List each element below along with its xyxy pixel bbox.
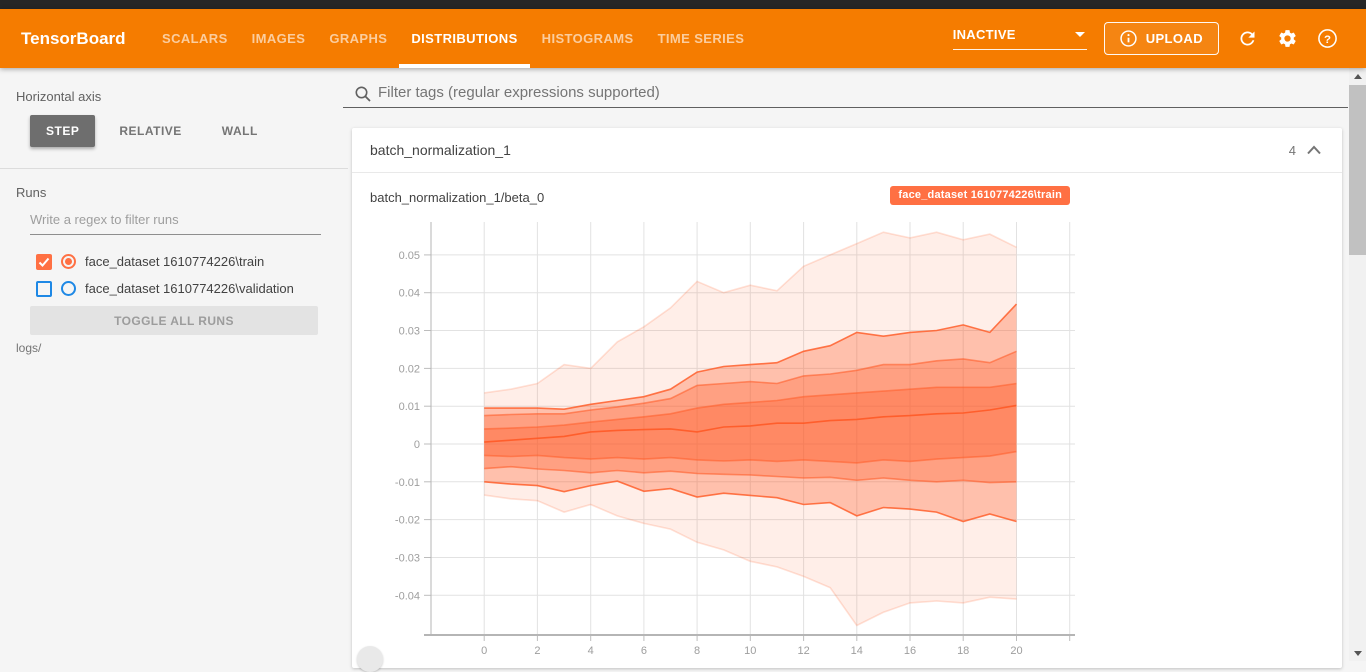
svg-text:0.01: 0.01 xyxy=(399,401,420,413)
nav-tabs: SCALARS IMAGES GRAPHS DISTRIBUTIONS HIST… xyxy=(150,9,756,68)
svg-text:-0.04: -0.04 xyxy=(395,590,420,602)
tag-group-title: batch_normalization_1 xyxy=(370,142,511,158)
svg-text:?: ? xyxy=(1324,34,1331,46)
run-row-validation: face_dataset 1610774226\validation xyxy=(36,280,294,297)
svg-text:0.05: 0.05 xyxy=(399,250,420,262)
vertical-scrollbar[interactable] xyxy=(1349,68,1366,661)
status-dropdown[interactable]: INACTIVE xyxy=(953,27,1087,50)
svg-text:0.04: 0.04 xyxy=(399,288,420,300)
svg-text:20: 20 xyxy=(1010,645,1022,657)
info-icon xyxy=(1120,30,1137,47)
sidebar: Horizontal axis STEP RELATIVE WALL Runs … xyxy=(0,68,348,661)
svg-text:-0.01: -0.01 xyxy=(395,477,420,489)
browser-top-strip xyxy=(0,0,1366,9)
refresh-icon xyxy=(1237,28,1258,49)
tab-scalars[interactable]: SCALARS xyxy=(150,9,240,68)
radio-dot xyxy=(65,258,72,265)
tag-group-header-right: 4 xyxy=(1289,143,1322,158)
tab-distributions[interactable]: DISTRIBUTIONS xyxy=(399,9,529,68)
log-directory-path: logs/ xyxy=(16,341,41,355)
settings-button[interactable] xyxy=(1275,27,1299,51)
svg-text:-0.02: -0.02 xyxy=(395,515,420,527)
chevron-up-icon[interactable] xyxy=(1306,144,1322,156)
svg-text:10: 10 xyxy=(744,645,756,657)
filter-tags-input[interactable] xyxy=(376,83,1316,102)
check-icon xyxy=(36,254,52,270)
runs-label: Runs xyxy=(16,185,46,200)
scrollbar-thumb[interactable] xyxy=(1349,85,1366,255)
expand-card-button[interactable] xyxy=(357,646,383,672)
upload-label: UPLOAD xyxy=(1146,31,1203,46)
svg-text:16: 16 xyxy=(904,645,916,657)
search-icon xyxy=(354,85,372,103)
run-row-train: face_dataset 1610774226\train xyxy=(36,253,264,270)
run-radio-validation[interactable] xyxy=(61,281,76,296)
tag-group-card: batch_normalization_1 4 batch_normalizat… xyxy=(352,128,1342,668)
tag-count-badge: 4 xyxy=(1289,143,1296,158)
scrollbar-down-arrow[interactable] xyxy=(1349,645,1366,661)
filter-tags-field xyxy=(343,82,1348,108)
run-badge: face_dataset 1610774226\train xyxy=(890,186,1070,205)
upload-button[interactable]: UPLOAD xyxy=(1104,22,1219,55)
run-name-validation: face_dataset 1610774226\validation xyxy=(85,281,294,296)
gear-icon xyxy=(1277,28,1298,49)
tab-histograms[interactable]: HISTOGRAMS xyxy=(530,9,646,68)
status-value: INACTIVE xyxy=(953,27,1016,42)
active-tab-indicator xyxy=(399,64,529,68)
axis-wall-button[interactable]: WALL xyxy=(206,115,274,147)
axis-relative-button[interactable]: RELATIVE xyxy=(103,115,197,147)
triangle-up-icon xyxy=(1354,74,1362,79)
header-actions: INACTIVE UPLOAD ? xyxy=(953,9,1339,68)
svg-text:0: 0 xyxy=(414,439,420,451)
chevron-down-icon xyxy=(1075,32,1085,37)
refresh-button[interactable] xyxy=(1235,27,1259,51)
svg-text:0.03: 0.03 xyxy=(399,326,420,338)
axis-step-button[interactable]: STEP xyxy=(30,115,95,147)
horizontal-axis-buttons: STEP RELATIVE WALL xyxy=(30,115,274,147)
toggle-all-runs-button[interactable]: TOGGLE ALL RUNS xyxy=(30,306,318,335)
scrollbar-up-arrow[interactable] xyxy=(1349,68,1366,84)
run-radio-train[interactable] xyxy=(61,254,76,269)
help-icon: ? xyxy=(1317,28,1338,49)
triangle-down-icon xyxy=(1354,651,1362,656)
svg-text:14: 14 xyxy=(851,645,863,657)
svg-text:2: 2 xyxy=(534,645,540,657)
horizontal-axis-label: Horizontal axis xyxy=(16,89,101,104)
svg-text:4: 4 xyxy=(588,645,594,657)
svg-text:12: 12 xyxy=(797,645,809,657)
svg-text:-0.03: -0.03 xyxy=(395,553,420,565)
run-checkbox-train[interactable] xyxy=(36,254,52,270)
run-filter-input[interactable] xyxy=(30,212,321,235)
svg-text:8: 8 xyxy=(694,645,700,657)
help-button[interactable]: ? xyxy=(1315,27,1339,51)
distribution-chart: 0.05 0.04 0.03 0.02 0.01 0 -0.01 -0.02 -0.03 -0.0… xyxy=(360,212,1090,661)
sidebar-divider xyxy=(0,168,348,169)
svg-text:0.02: 0.02 xyxy=(399,363,420,375)
app-header: TensorBoard SCALARS IMAGES GRAPHS DISTRI… xyxy=(0,9,1366,68)
tab-graphs[interactable]: GRAPHS xyxy=(317,9,399,68)
svg-text:0: 0 xyxy=(481,645,487,657)
chart-title: batch_normalization_1/beta_0 xyxy=(370,190,544,205)
svg-text:6: 6 xyxy=(641,645,647,657)
tab-images[interactable]: IMAGES xyxy=(240,9,318,68)
run-name-train: face_dataset 1610774226\train xyxy=(85,254,264,269)
tag-group-header[interactable]: batch_normalization_1 4 xyxy=(352,128,1342,173)
tab-time-series[interactable]: TIME SERIES xyxy=(646,9,757,68)
svg-text:18: 18 xyxy=(957,645,969,657)
app-title: TensorBoard xyxy=(0,9,150,68)
run-checkbox-validation[interactable] xyxy=(36,281,52,297)
